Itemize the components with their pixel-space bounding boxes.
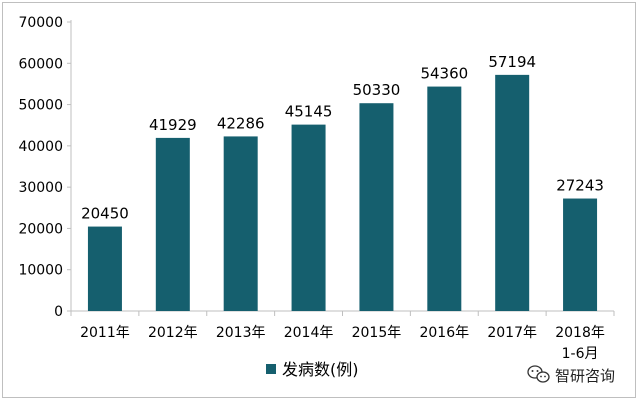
y-tick-label: 70000 <box>18 15 63 31</box>
y-tick-label: 40000 <box>18 139 63 155</box>
bar <box>87 226 122 311</box>
watermark: 智研咨询 <box>527 365 615 385</box>
data-labels: 20450 41929 42286 45145 50330 54360 57194 27243 <box>81 53 604 223</box>
y-tick-label: 50000 <box>18 98 63 114</box>
x-tick-label: 2013年 <box>216 325 266 341</box>
legend-label: 发病数(例) <box>282 360 359 379</box>
data-label: 20450 <box>81 205 129 223</box>
bar <box>155 137 190 311</box>
bars <box>87 74 598 311</box>
y-tick-label: 30000 <box>18 180 63 196</box>
x-tick-label: 2015年 <box>352 325 402 341</box>
x-tick-label: 2017年 <box>487 325 537 341</box>
data-label: 57194 <box>488 53 536 71</box>
bar <box>563 198 598 311</box>
data-label: 41929 <box>149 116 197 134</box>
bar <box>495 74 530 311</box>
data-label: 50330 <box>353 81 401 99</box>
bar <box>359 103 394 311</box>
y-tick-labels: 0 10000 20000 30000 40000 50000 60000 70000 <box>18 15 71 320</box>
x-tick-label: 2018年 1-6月 <box>555 325 605 362</box>
bar <box>291 124 326 311</box>
data-label: 54360 <box>420 65 468 83</box>
bar <box>427 86 462 311</box>
data-label: 45145 <box>285 103 333 121</box>
data-label: 42286 <box>217 114 265 132</box>
x-tick-label: 2016年 <box>419 325 469 341</box>
watermark-text: 智研咨询 <box>555 367 615 385</box>
data-label: 27243 <box>556 177 604 195</box>
x-tick-labels: 2011年 2012年 2013年 2014年 2015年 2016年 2017年 2018年… <box>70 311 615 362</box>
legend: 发病数(例) <box>266 360 359 379</box>
x-tick-label: 2011年 <box>80 325 130 341</box>
legend-swatch <box>266 364 276 374</box>
wechat-icon <box>527 365 550 383</box>
y-tick-label: 20000 <box>18 221 63 237</box>
y-tick-label: 0 <box>54 304 63 320</box>
y-tick-label: 10000 <box>18 263 63 279</box>
x-tick-label: 2012年 <box>148 325 198 341</box>
y-tick-label: 60000 <box>18 56 63 72</box>
bar <box>223 136 258 311</box>
x-tick-label: 2014年 <box>284 325 334 341</box>
